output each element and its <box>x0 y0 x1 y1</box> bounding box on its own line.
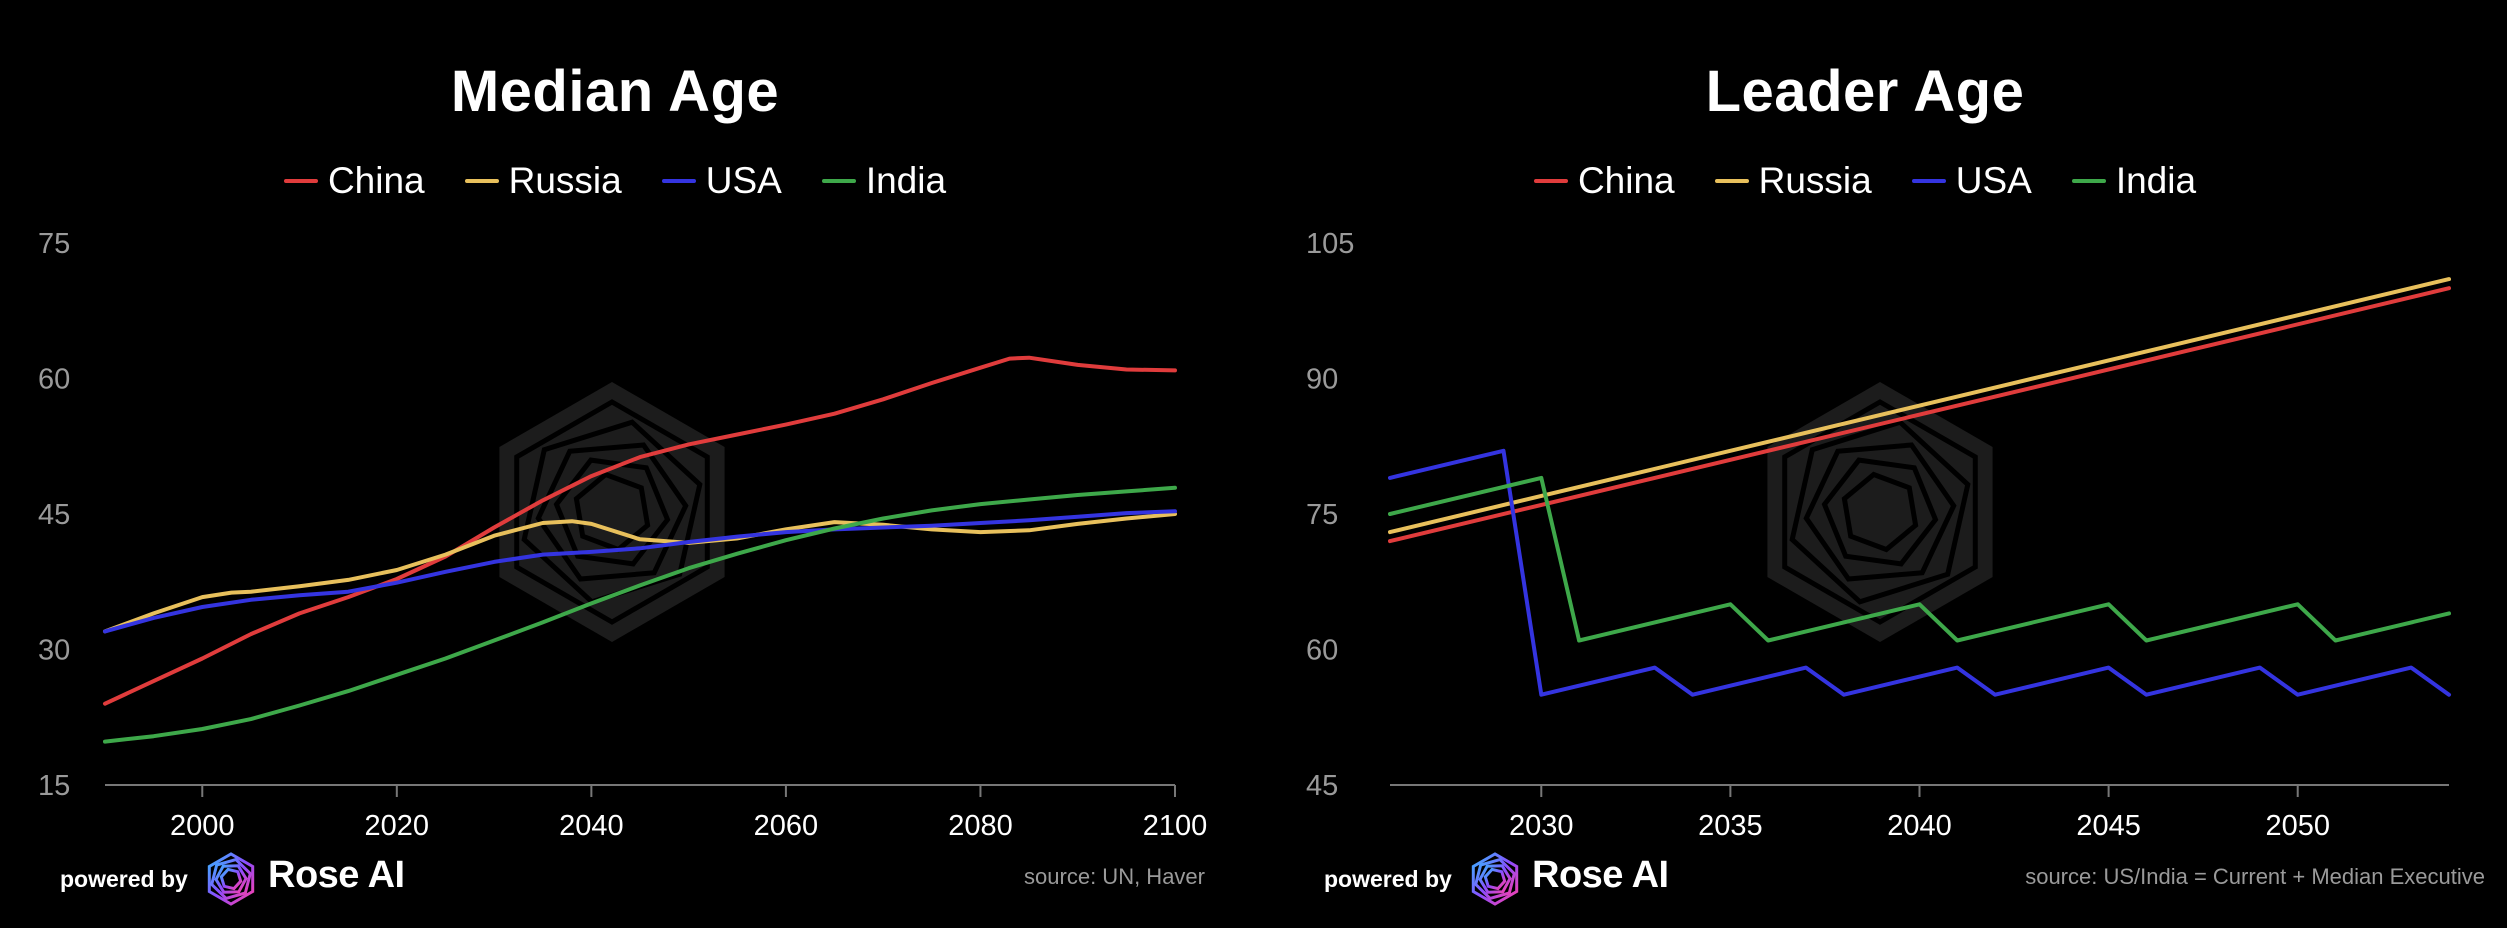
legend-item-india: India <box>2071 160 2197 202</box>
series-line-china <box>103 355 1177 706</box>
legend-swatch <box>2071 179 2106 183</box>
watermark-icon <box>1767 382 1993 642</box>
legend-label: China <box>1577 160 1675 201</box>
legend-item-russia: Russia <box>464 160 622 202</box>
x-tick-label: 2000 <box>170 810 235 842</box>
y-tick-label: 75 <box>38 228 70 260</box>
brand-name: Rose AI <box>1532 854 1669 896</box>
series-line-india <box>1388 475 2451 643</box>
legend-item-russia: Russia <box>1714 160 1872 202</box>
legend-item-usa: USA <box>661 160 782 202</box>
y-tick-label: 75 <box>1306 499 1338 531</box>
legend-label: India <box>865 160 947 201</box>
legend-swatch <box>464 179 499 183</box>
legend-item-india: India <box>821 160 947 202</box>
leader-age-chart: 45 60 75 90 105 2030 2035 2040 2045 2050 <box>1306 228 2451 842</box>
x-tick-label: 2040 <box>559 810 624 842</box>
chart-title: Leader Age <box>1705 59 2025 124</box>
series-line-usa <box>1388 448 2451 697</box>
y-tick-label: 45 <box>38 499 70 531</box>
x-tick-label: 2040 <box>1887 810 1952 842</box>
chart-legend: China Russia USA India <box>1250 160 2480 202</box>
x-tick-label: 2030 <box>1509 810 1574 842</box>
legend-label: Russia <box>1758 160 1872 201</box>
x-tick-label: 2020 <box>365 810 430 842</box>
watermark-icon <box>499 382 725 642</box>
series-line-india <box>103 485 1177 744</box>
x-tick-label: 2060 <box>754 810 819 842</box>
source-note: source: UN, Haver <box>1024 864 1205 889</box>
chart-legend: China Russia USA India <box>0 160 1230 202</box>
y-tick-label: 30 <box>38 635 70 667</box>
brand-name: Rose AI <box>268 854 405 896</box>
median-age-panel: 15 30 45 60 75 2000 2020 2040 2060 2080 2100 Media… <box>0 59 1230 906</box>
legend-label: Russia <box>508 160 622 201</box>
legend-label: China <box>327 160 425 201</box>
rose-ai-logo-icon <box>207 852 255 906</box>
legend-swatch <box>283 179 318 183</box>
powered-by-label: powered by <box>1324 866 1452 892</box>
powered-by-label: powered by <box>60 866 188 892</box>
legend-item-china: China <box>283 160 425 202</box>
series-line-russia <box>103 512 1177 634</box>
y-tick-label: 60 <box>1306 635 1338 667</box>
legend-swatch <box>1911 179 1946 183</box>
y-tick-label: 90 <box>1306 364 1338 396</box>
chart-title: Median Age <box>450 59 780 124</box>
y-tick-label: 60 <box>38 364 70 396</box>
rose-ai-logo-icon <box>1471 852 1519 906</box>
legend-swatch <box>1714 179 1749 183</box>
source-note: source: US/India = Current + Median Exec… <box>2025 864 2485 889</box>
x-tick-label: 2080 <box>948 810 1013 842</box>
series-line-usa <box>103 509 1177 634</box>
legend-swatch <box>821 179 856 183</box>
series-line-russia <box>1388 277 2451 535</box>
x-tick-label: 2050 <box>2265 810 2330 842</box>
legend-item-usa: USA <box>1911 160 2032 202</box>
y-tick-label: 105 <box>1306 228 1354 260</box>
legend-label: USA <box>705 160 782 201</box>
series-line-china <box>1388 286 2451 544</box>
y-tick-label: 45 <box>1306 770 1338 802</box>
x-tick-label: 2035 <box>1698 810 1763 842</box>
y-tick-label: 15 <box>38 770 70 802</box>
median-age-chart: 15 30 45 60 75 2000 2020 2040 2060 2080 2100 <box>38 228 1208 842</box>
legend-swatch <box>661 179 696 183</box>
legend-label: India <box>2115 160 2197 201</box>
leader-age-panel: 45 60 75 90 105 2030 2035 2040 2045 2050 Leader A… <box>1254 0 2507 928</box>
x-tick-label: 2100 <box>1143 810 1208 842</box>
x-tick-label: 2045 <box>2076 810 2141 842</box>
legend-swatch <box>1533 179 1568 183</box>
legend-item-china: China <box>1533 160 1675 202</box>
legend-label: USA <box>1955 160 2032 201</box>
